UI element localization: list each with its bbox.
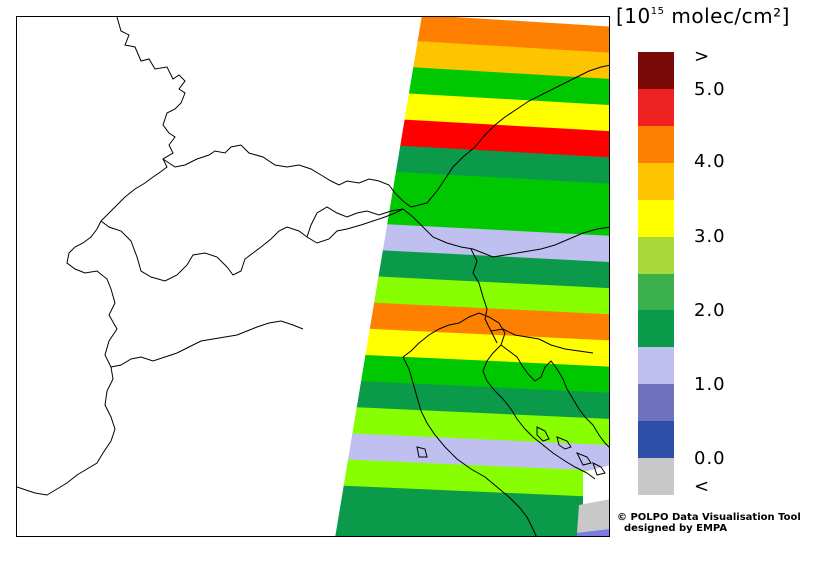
legend-label-1: 1.0 bbox=[694, 374, 726, 395]
swath-stripe bbox=[347, 433, 609, 472]
data-swath bbox=[335, 17, 609, 536]
swath-stripe bbox=[356, 381, 609, 420]
legend-swatch bbox=[638, 310, 674, 348]
coastline bbox=[402, 312, 609, 536]
coastline-istria bbox=[500, 344, 609, 448]
legend-swatch bbox=[638, 125, 674, 163]
legend-label-below: < bbox=[694, 476, 711, 497]
border-austria-germany bbox=[410, 64, 609, 208]
border-switzerland-north bbox=[162, 144, 412, 208]
border-liechtenstein-austria bbox=[306, 206, 404, 238]
swath-stripe bbox=[391, 171, 609, 211]
legend-swatch bbox=[638, 199, 674, 237]
legend-swatch bbox=[638, 347, 674, 385]
swath-stripe bbox=[352, 407, 609, 446]
legend-label-2: 2.0 bbox=[694, 300, 726, 321]
legend-swatch bbox=[638, 88, 674, 126]
border-slovenia-croatia bbox=[490, 328, 594, 354]
island-4 bbox=[592, 462, 606, 476]
legend-label-3: 3.0 bbox=[694, 226, 726, 247]
island-2 bbox=[556, 436, 572, 450]
border-france-switzerland bbox=[17, 17, 186, 496]
swath-stripe bbox=[339, 485, 609, 525]
legend-swatch bbox=[638, 384, 674, 422]
legend-unit-title: [1015 molec/cm²] bbox=[616, 4, 790, 28]
legend-swatch bbox=[638, 52, 674, 89]
swath-stripe bbox=[369, 302, 609, 342]
map-panel bbox=[16, 16, 610, 537]
island-1 bbox=[536, 426, 550, 442]
border-italy-slovenia bbox=[470, 248, 498, 344]
legend-swatch bbox=[638, 421, 674, 459]
color-legend bbox=[638, 52, 674, 496]
country-borders bbox=[17, 17, 609, 496]
swath-gap bbox=[583, 465, 609, 507]
legend-label-0: 0.0 bbox=[694, 448, 726, 469]
island-3 bbox=[575, 452, 592, 466]
swath-low bbox=[577, 529, 609, 536]
legend-swatch bbox=[638, 236, 674, 274]
coastline-adriatic-north bbox=[402, 312, 596, 480]
swath-stripe bbox=[374, 276, 609, 315]
legend-label-5: 5.0 bbox=[694, 79, 726, 100]
border-switzerland-south bbox=[100, 208, 404, 282]
swath-stripe bbox=[387, 198, 609, 237]
swath-stripe bbox=[343, 459, 609, 498]
swath-nodata bbox=[577, 499, 609, 533]
credit-line-2: designed by EMPA bbox=[623, 523, 728, 534]
coastline-italy-east bbox=[402, 356, 537, 536]
credit-line-1: © POLPO Data Visualisation Tool bbox=[617, 512, 801, 523]
swath-stripe bbox=[378, 250, 609, 289]
credit-text: © POLPO Data Visualisation Tool designed… bbox=[617, 512, 801, 534]
lake-1 bbox=[416, 446, 428, 458]
legend-swatch bbox=[638, 273, 674, 311]
map-canvas bbox=[17, 17, 609, 536]
swath-stripe bbox=[413, 41, 609, 80]
legend-swatch bbox=[638, 458, 674, 496]
legend-swatch bbox=[638, 162, 674, 200]
swath-stripe bbox=[335, 511, 609, 536]
border-austria-italy-slovenia bbox=[402, 208, 609, 258]
swath-stripe bbox=[395, 145, 609, 185]
swath-stripe bbox=[408, 67, 609, 106]
swath-stripe bbox=[400, 119, 609, 158]
legend-label-4: 4.0 bbox=[694, 151, 726, 172]
legend-label-above: > bbox=[694, 46, 711, 67]
swath-stripe bbox=[404, 93, 609, 132]
swath-stripe bbox=[365, 328, 609, 368]
swath-stripe bbox=[382, 224, 609, 263]
border-italy-south bbox=[110, 320, 304, 368]
